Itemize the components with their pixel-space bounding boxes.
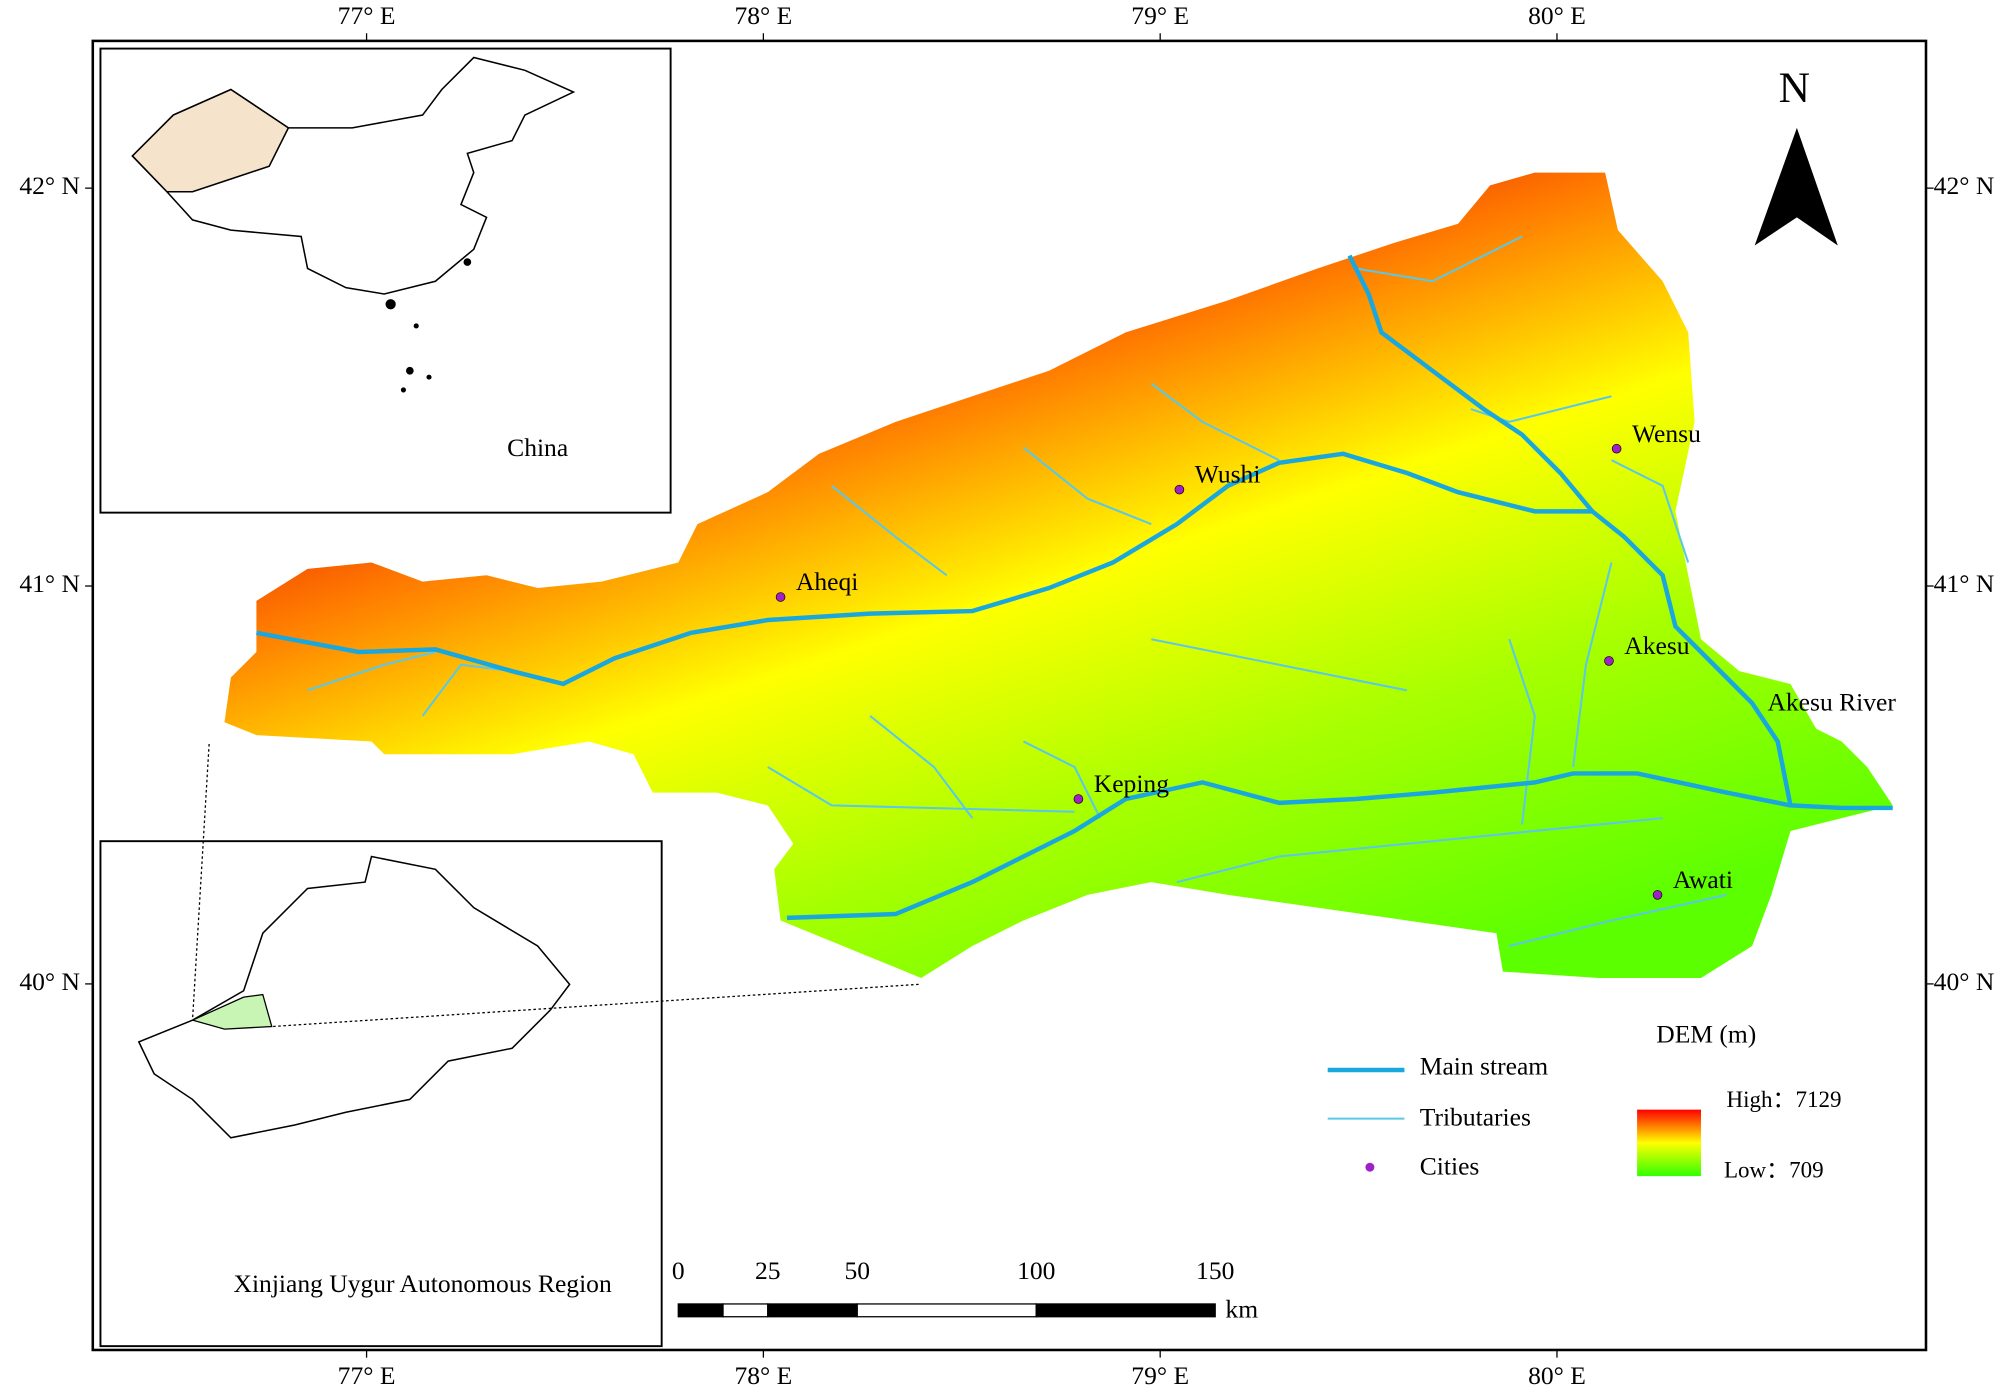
north-label: N — [1779, 64, 1810, 112]
city — [775, 592, 786, 602]
x-tick-label: 80° E — [1528, 1, 1586, 30]
x-tick-label: 78° E — [734, 1361, 792, 1390]
legend-swatch — [1365, 1162, 1375, 1172]
scale-segment — [767, 1303, 858, 1318]
legend-label: High： — [1727, 1086, 1796, 1112]
legend-label: Cities — [1420, 1151, 1480, 1180]
map-frame — [91, 39, 1928, 1352]
dem-ramp — [1637, 1109, 1701, 1177]
city-label: Wushi — [1195, 460, 1261, 489]
city — [1652, 890, 1663, 900]
cities: Wushi Wensu Aheqi Akesu Keping Awati — [775, 419, 1733, 900]
city-label: Keping — [1094, 769, 1169, 798]
scale-segment — [856, 1303, 1037, 1318]
city-label: Awati — [1673, 865, 1733, 894]
x-tick-label: 77° E — [338, 1, 396, 30]
city-label: Aheqi — [796, 567, 858, 596]
tributaries — [307, 235, 1727, 947]
scale-segment — [677, 1303, 724, 1318]
scale-segment — [1035, 1303, 1216, 1318]
scale-label: 25 — [755, 1256, 781, 1285]
x-tick-label: 79° E — [1131, 1361, 1189, 1390]
city — [1611, 443, 1622, 454]
x-tick-label: 80° E — [1528, 1361, 1586, 1390]
xinjiang-outline — [137, 855, 571, 1139]
river-label: Akesu River — [1767, 687, 1896, 716]
north-arrow — [1754, 127, 1838, 246]
islands — [385, 258, 472, 393]
legend-label: Main stream — [1420, 1052, 1549, 1081]
x-tick-label: 78° E — [734, 1, 792, 30]
y-tick-label: 41° N — [1934, 569, 1995, 598]
x-tick-label: 77° E — [338, 1361, 396, 1390]
city-label: Wensu — [1632, 419, 1701, 448]
city — [1604, 656, 1614, 666]
y-tick-label: 40° N — [19, 967, 80, 996]
scale-label: 0 — [672, 1256, 685, 1285]
leader-line — [191, 743, 210, 1021]
graticule: 77° E 77° E 78° E 78° E 79° E 79° E 80° E 80° E… — [19, 1, 1994, 1390]
scale-unit: km — [1225, 1294, 1258, 1323]
main-stream — [256, 254, 1893, 921]
leader-line — [271, 983, 919, 1028]
city — [1073, 794, 1084, 804]
legend-label: Low： — [1724, 1157, 1789, 1183]
basin-dem — [224, 172, 1893, 978]
inset-label: Xinjiang Uygur Autonomous Region — [233, 1269, 611, 1298]
y-tick-label: 41° N — [19, 569, 80, 598]
scale-label: 150 — [1196, 1256, 1234, 1285]
y-tick-label: 42° N — [1934, 171, 1995, 200]
y-tick-label: 42° N — [19, 171, 80, 200]
city — [1174, 484, 1185, 495]
study-area — [190, 993, 273, 1030]
x-tick-label: 79° E — [1131, 1, 1189, 30]
y-tick-label: 40° N — [1934, 967, 1995, 996]
xinjiang-shade — [131, 88, 290, 193]
legend-label: High：7129 — [1727, 1086, 1842, 1112]
legend-label: Low：709 — [1724, 1157, 1824, 1183]
scale-bar: 0 25 50 100 150 km — [672, 1256, 1258, 1323]
scale-label: 100 — [1017, 1256, 1055, 1285]
inset-label: China — [507, 433, 568, 462]
legend-label: Tributaries — [1420, 1103, 1531, 1132]
city-label: Akesu — [1624, 631, 1690, 660]
scale-segment — [722, 1303, 769, 1318]
legend-title: DEM (m) — [1656, 1020, 1756, 1049]
legend-value: 709 — [1789, 1157, 1824, 1183]
legend-value: 7129 — [1796, 1086, 1842, 1112]
scale-label: 50 — [844, 1256, 870, 1285]
